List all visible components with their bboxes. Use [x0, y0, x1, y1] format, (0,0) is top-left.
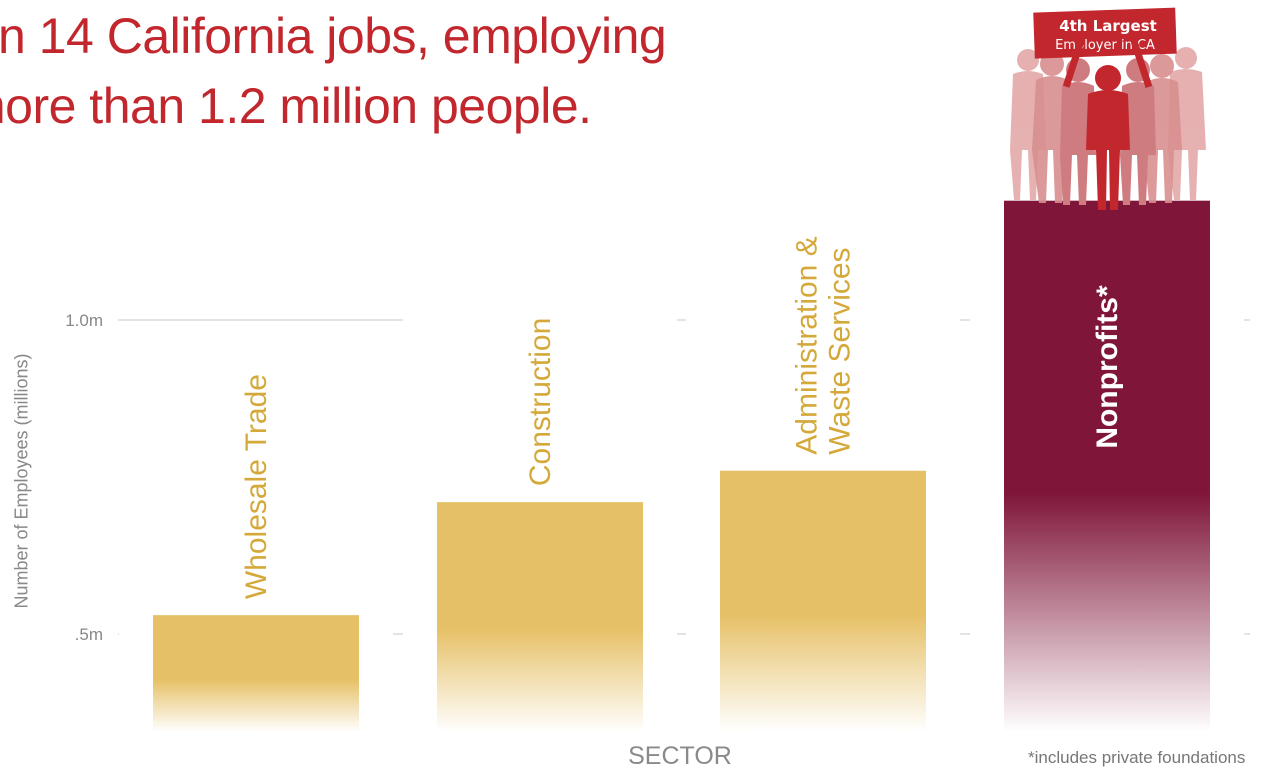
bar [1004, 200, 1210, 732]
bar-category-label: Administration &Waste Services [791, 236, 857, 454]
bar-category-label-line: Administration & [791, 236, 824, 454]
x-axis-label: SECTOR [628, 742, 732, 770]
bar-category-label-line: Nonprofits* [1091, 285, 1124, 449]
bar [153, 615, 359, 732]
bar [437, 502, 643, 732]
headline: n 14 California jobs, employing more tha… [0, 2, 980, 162]
badge-title: 4th Largest [1059, 17, 1157, 35]
footnote: *includes private foundations [1028, 748, 1246, 767]
bar [720, 470, 926, 732]
bar-category-label: Construction [524, 318, 557, 486]
headline-line-2: more than 1.2 million people. [0, 78, 592, 134]
y-tick-label: 1.0m [65, 311, 103, 330]
crowd-illustration: 4th Largest Employer in CA [1010, 7, 1206, 210]
bar-category-label-line: Wholesale Trade [240, 374, 273, 599]
bars-layer: Wholesale Trade Construction Administratio… [119, 0, 1244, 733]
y-tick-label: .5m [75, 625, 103, 644]
bar-category-label: Nonprofits* [1091, 285, 1124, 449]
bar-category-label-line: Waste Services [824, 247, 857, 454]
bar-category-label: Wholesale Trade [240, 374, 273, 599]
bar-category-label-line: Construction [524, 318, 557, 486]
headline-line-1: n 14 California jobs, employing [0, 8, 667, 64]
